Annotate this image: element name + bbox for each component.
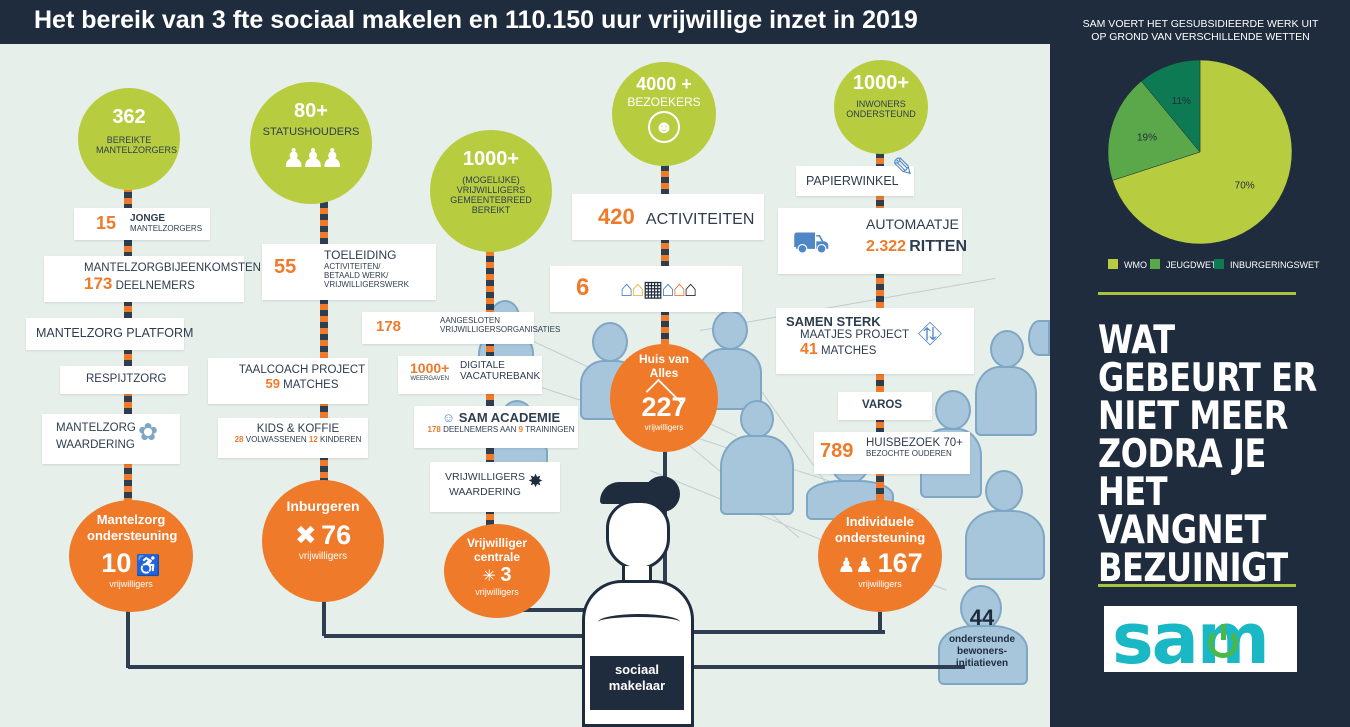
banner-kids-koffie: KIDS & KOFFIE 28 VOLWASSENEN 12 KINDEREN <box>218 418 368 458</box>
page-title: Het bereik van 3 fte sociaal makelen en … <box>34 6 918 34</box>
banner-huisbezoek: 789 HUISBEZOEK 70+ BEZOCHTE OUDEREN <box>814 432 970 474</box>
banner-taalcoach: TAALCOACH PROJECT 59 MATCHES <box>208 358 368 404</box>
question-text: WAT GEBEURT ER NIET MEER ZODRA JE HET VA… <box>1098 318 1317 591</box>
pie-label-jeugdwet: 19% <box>1137 133 1157 144</box>
windmill-icon: ✖ <box>294 520 317 550</box>
car-icon: ⛟ <box>792 226 830 259</box>
bus-line-upper <box>490 608 610 612</box>
people-icon: ♟♟ <box>837 555 874 577</box>
stem-mantelzorg <box>124 180 132 520</box>
legend-label: JEUGDWET <box>1166 260 1217 270</box>
group-people-icon: ♟♟♟ <box>282 143 344 173</box>
circle-vrijwilligers: 1000+ (MOGELIJKE) VRIJWILLIGERS GEMEENTE… <box>430 130 552 252</box>
stem-statushouders <box>320 190 328 490</box>
circle-statushouders: 80+ STATUSHOUDERS ♟♟♟ <box>250 82 372 204</box>
sam-logo-text: sam <box>1112 598 1270 680</box>
medal-icon: ✸ <box>528 471 544 491</box>
circle-inburgeren: Inburgeren ✖ 76 vrijwilligers <box>262 480 384 602</box>
heart-hand-icon: ✿ <box>138 419 159 446</box>
circle-bezoekers: 4000 + BEZOEKERS ☻ <box>612 62 716 166</box>
pie-chart: 70% 19% 11% <box>1107 59 1293 245</box>
divider-bottom <box>1098 584 1296 587</box>
pie-label-inburgeringswet: 11% <box>1172 96 1191 107</box>
banner-organisaties: 178 AANGESLOTEN VRIJWILLIGERSORGANISATIE… <box>362 312 560 344</box>
makelaar-label: sociaal makelaar <box>608 662 666 693</box>
circle-individuele-ondersteuning: Individuele ondersteuning ♟♟ 167 vrijwil… <box>818 500 942 612</box>
banner-papierwinkel: PAPIERWINKEL ✎ <box>796 152 914 196</box>
banner-respijtzorg: RESPIJTZORG <box>60 366 188 394</box>
banner-sam-academie: ☺ SAM ACADEMIE 178 DEELNEMERS AAN 9 TRAI… <box>414 406 578 448</box>
wheelchair-icon: ♿ <box>135 555 161 577</box>
banner-mantelzorg-waardering: MANTELZORG WAARDERING ✿ <box>42 414 180 464</box>
legend-swatch <box>1214 259 1224 269</box>
bus-line-bottom <box>128 665 608 669</box>
legend-label: INBURGERINGSWET <box>1230 260 1320 270</box>
banner-locaties: 6 ⌂⌂▦⌂⌂⌂ <box>550 266 742 312</box>
title-bar: Het bereik van 3 fte sociaal makelen en … <box>0 0 1050 44</box>
sam-logo: sam <box>1104 598 1297 680</box>
pie-label-wmo: 70% <box>1235 180 1255 191</box>
banner-toeleiding: 55 TOELEIDING ACTIVITEITEN/ BETAALD WERK… <box>262 244 436 300</box>
legend-item-inburgeringswet: INBURGERINGSWET <box>1214 259 1320 270</box>
student-icon: ☺ <box>441 410 456 425</box>
stem-huis <box>661 165 669 355</box>
banner-vrijwilligers-waardering: VRIJWILLIGERS WAARDERING ✸ <box>430 462 560 512</box>
circle-mantelzorg-ondersteuning: Mantelzorg ondersteuning 10 ♿ vrijwillig… <box>69 500 193 612</box>
legend-item-jeugdwet: JEUGDWET <box>1150 259 1217 270</box>
pie-slice-jeugdwet <box>1107 80 1201 181</box>
banner-vacaturebank: 1000+ WEERGAVEN DIGITALE VACATUREBANK <box>398 356 542 394</box>
person-circle-icon: ☻ <box>648 111 680 143</box>
power-icon <box>1208 628 1238 658</box>
bus-line-right <box>665 630 885 634</box>
divider-top <box>1098 292 1296 295</box>
pie-title: SAM VOERT HET GESUBSIDIEERDE WERK UIT OP… <box>1082 18 1319 43</box>
legend-item-wmo: WMO <box>1108 259 1147 270</box>
circle-mantelzorgers: 362 BEREIKTE MANTELZORGERS <box>78 88 180 190</box>
circle-inwoners: 1000+ INWONERS ONDERSTEUND <box>834 60 928 154</box>
network-icon: ✳ <box>482 568 496 585</box>
pen-icon: ✎ <box>892 152 914 182</box>
banner-mantelzorg-platform: MANTELZORG PLATFORM <box>26 318 193 350</box>
legend-label: WMO <box>1124 260 1147 270</box>
houses-icon: ⌂⌂▦⌂⌂⌂ <box>620 276 697 301</box>
legend-swatch <box>1108 259 1118 269</box>
banner-activiteiten: 420 ACTIVITEITEN <box>572 194 764 240</box>
banner-samen-sterk: SAMEN STERK MAATJES PROJECT 41 MATCHES ⛗ <box>776 308 974 374</box>
legend-swatch <box>1150 259 1160 269</box>
bewoners-initiatieven: 44 ondersteunde bewoners- initiatieven <box>948 605 1016 670</box>
circle-huis-van-alles: Huis van Alles 227 vrijwilligers <box>610 344 718 452</box>
bus-line-middle <box>324 634 614 638</box>
banner-bijeenkomsten: MANTELZORGBIJEENKOMSTEN 173 DEELNEMERS <box>44 256 261 302</box>
banner-automaatje: ⛟ AUTOMAATJE 2.322 RITTEN <box>778 208 967 274</box>
pie-slice-wmo <box>1112 59 1293 245</box>
circle-vrijwilliger-centrale: Vrijwilliger centrale ✳ 3 vrijwilligers <box>444 524 550 618</box>
banner-jonge-mantelzorgers: 15 JONGE MANTELZORGERS <box>74 208 210 240</box>
pie-slice-inburgeringswet <box>1141 59 1201 153</box>
banner-varos: VAROS <box>838 392 932 420</box>
bus-line-right-bottom <box>665 665 965 669</box>
stairs-helping-icon: ⛗ <box>918 318 942 351</box>
